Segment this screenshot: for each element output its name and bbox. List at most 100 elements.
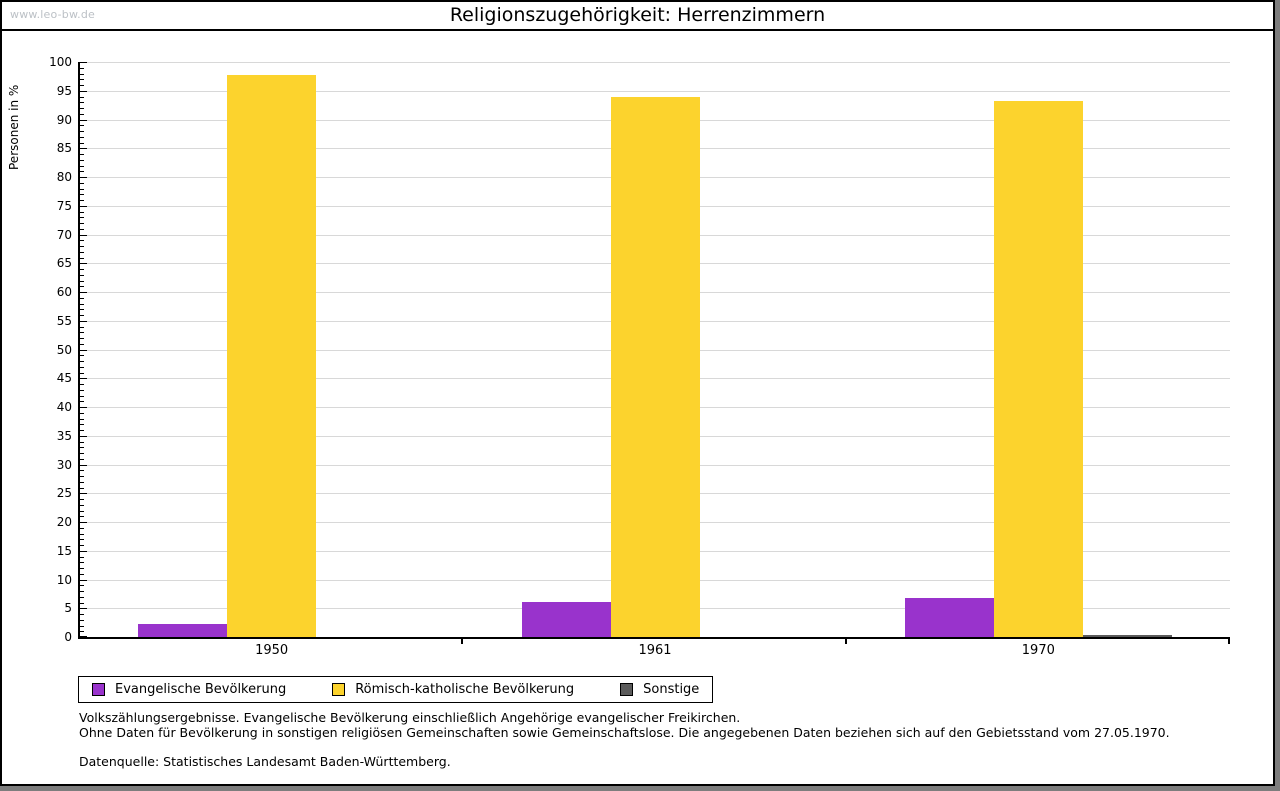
y-tick-30 [80, 464, 87, 466]
y-tick-19 [80, 527, 84, 529]
y-tick-label-75: 75 [56, 198, 72, 213]
y-tick-23 [80, 504, 84, 506]
y-tick-label-65: 65 [56, 256, 72, 271]
y-tick-50 [80, 349, 87, 351]
y-tick-label-85: 85 [56, 141, 72, 156]
y-tick-1 [80, 631, 84, 633]
y-tick-35 [80, 435, 87, 437]
y-tick-11 [80, 573, 84, 575]
gridline-95 [80, 90, 1230, 92]
y-tick-33 [80, 447, 84, 449]
y-tick-46 [80, 372, 84, 374]
y-tick-label-5: 5 [64, 601, 72, 616]
y-tick-99 [80, 67, 84, 69]
bar-1970-sonstige [1082, 634, 1172, 637]
page-title: Religionszugehörigkeit: Herrenzimmern [449, 4, 826, 26]
legend-item-evangelische: Evangelische Bevölkerung [92, 682, 286, 697]
y-tick-51 [80, 343, 84, 345]
y-tick-80 [80, 177, 87, 178]
y-tick-22 [80, 510, 84, 512]
x-tick-2 [844, 639, 847, 644]
y-tick-34 [80, 441, 84, 443]
y-tick-90 [80, 119, 87, 121]
legend-item-sonstige: Sonstige [620, 682, 699, 697]
y-tick-3 [80, 619, 84, 621]
y-tick-57 [80, 309, 84, 311]
y-tick-91 [80, 113, 84, 115]
y-axis-title: Personen in % [7, 84, 21, 170]
y-tick-label-35: 35 [56, 428, 72, 443]
y-tick-8 [80, 591, 84, 592]
y-tick-32 [80, 453, 84, 454]
y-tick-56 [80, 315, 84, 316]
legend-swatch-evangelische [92, 683, 105, 696]
y-tick-label-60: 60 [56, 285, 72, 299]
y-tick-96 [80, 85, 84, 86]
y-tick-37 [80, 424, 84, 426]
y-tick-81 [80, 171, 84, 173]
y-tick-92 [80, 108, 84, 109]
y-tick-65 [80, 263, 87, 265]
y-tick-87 [80, 136, 84, 138]
y-tick-7 [80, 596, 84, 598]
x-tick-1 [461, 639, 464, 644]
y-tick-44 [80, 384, 84, 385]
y-tick-label-15: 15 [56, 543, 72, 558]
y-tick-43 [80, 389, 84, 391]
y-tick-42 [80, 395, 84, 397]
x-tick-label-1961: 1961 [638, 643, 672, 658]
gridline-100 [80, 62, 1230, 63]
y-tick-label-40: 40 [56, 400, 72, 414]
plot-area [78, 62, 1230, 639]
y-tick-0 [80, 636, 87, 637]
y-tick-14 [80, 556, 84, 558]
y-tick-68 [80, 246, 84, 247]
y-tick-97 [80, 79, 84, 81]
y-tick-6 [80, 602, 84, 604]
y-tick-label-55: 55 [56, 313, 72, 328]
y-tick-4 [80, 614, 84, 615]
y-tick-2 [80, 625, 84, 627]
y-tick-47 [80, 366, 84, 368]
y-tick-label-50: 50 [56, 342, 72, 357]
y-tick-label-20: 20 [56, 515, 72, 529]
y-tick-66 [80, 257, 84, 259]
legend-label-katholische: Römisch-katholische Bevölkerung [355, 682, 575, 697]
y-tick-21 [80, 516, 84, 518]
y-tick-89 [80, 125, 84, 127]
y-tick-39 [80, 412, 84, 414]
y-tick-100 [80, 62, 87, 63]
y-tick-28 [80, 476, 84, 477]
y-tick-73 [80, 217, 84, 219]
y-tick-74 [80, 211, 84, 213]
y-tick-88 [80, 131, 84, 132]
y-tick-67 [80, 251, 84, 253]
legend: Evangelische Bevölkerung Römisch-katholis… [78, 676, 714, 703]
y-tick-label-30: 30 [56, 457, 72, 472]
y-tick-label-100: 100 [49, 55, 72, 69]
y-tick-70 [80, 234, 87, 236]
y-tick-45 [80, 378, 87, 380]
y-tick-26 [80, 487, 84, 489]
x-tick-label-1970: 1970 [1021, 643, 1055, 658]
y-tick-label-80: 80 [56, 170, 72, 184]
y-tick-82 [80, 165, 84, 167]
y-tick-49 [80, 355, 84, 357]
bar-1970-evangelische [904, 598, 994, 637]
y-tick-36 [80, 430, 84, 431]
y-tick-41 [80, 401, 84, 403]
y-tick-94 [80, 96, 84, 98]
y-tick-55 [80, 320, 87, 322]
y-tick-78 [80, 188, 84, 190]
header-bar: www.leo-bw.de Religionszugehörigkeit: He… [2, 2, 1273, 31]
y-tick-72 [80, 223, 84, 224]
y-tick-label-95: 95 [56, 83, 72, 98]
footer-note-line1: Volkszählungsergebnisse. Evangelische Be… [79, 710, 741, 725]
y-tick-10 [80, 579, 87, 581]
legend-label-evangelische: Evangelische Bevölkerung [115, 682, 287, 697]
watermark: www.leo-bw.de [10, 8, 96, 21]
y-tick-54 [80, 326, 84, 328]
y-tick-12 [80, 568, 84, 569]
y-tick-61 [80, 286, 84, 288]
y-tick-27 [80, 481, 84, 483]
